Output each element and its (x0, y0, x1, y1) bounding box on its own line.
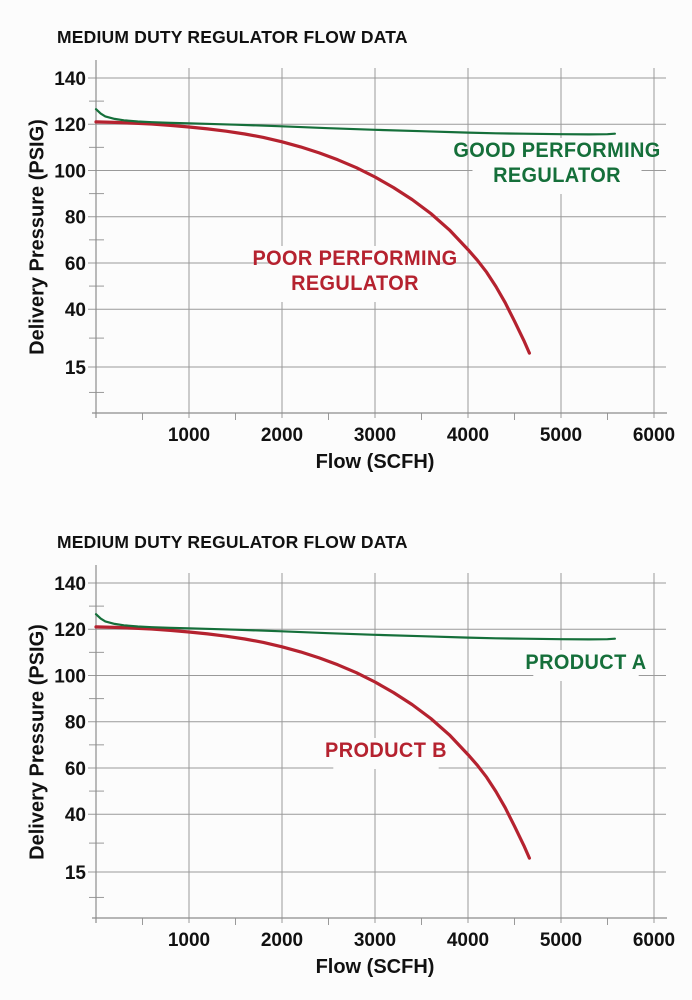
y-tick-label-100: 100 (54, 161, 86, 182)
chart-bottom: MEDIUM DUTY REGULATOR FLOW DATA Delivery… (0, 505, 692, 1000)
x-tick-label-3000: 3000 (354, 930, 396, 951)
y-tick-label-100: 100 (54, 666, 86, 687)
curve-good-performing-regulator (94, 108, 617, 136)
chart-top: MEDIUM DUTY REGULATOR FLOW DATA Delivery… (0, 0, 692, 495)
annotation-good-performing-regulator-line2: REGULATOR (493, 164, 621, 188)
x-tick-label-4000: 4000 (447, 425, 489, 446)
x-tick-label-1000: 1000 (168, 930, 210, 951)
chart-title: MEDIUM DUTY REGULATOR FLOW DATA (57, 532, 408, 552)
x-tick-label-5000: 5000 (540, 930, 582, 951)
annotation-backdrop (270, 246, 440, 302)
y-tick-label-140: 140 (54, 69, 86, 90)
curve-poor-performing-regulator (94, 120, 532, 355)
x-tick-label-3000: 3000 (354, 425, 396, 446)
chart-title: MEDIUM DUTY REGULATOR FLOW DATA (57, 27, 408, 47)
annotation-backdrop (333, 738, 439, 769)
plot-area: 140 120 100 80 60 40 15 1000 2000 3000 4000 5000 600… (54, 60, 675, 446)
y-tick-label-60: 60 (65, 759, 86, 780)
y-tick-label-60: 60 (65, 254, 86, 275)
y-tick-label-120: 120 (54, 620, 86, 641)
y-tick-label-120: 120 (54, 115, 86, 136)
annotation-product-a-line1: PRODUCT A (525, 651, 646, 675)
annotation-backdrop (472, 138, 642, 194)
x-axis-title: Flow (SCFH) (315, 956, 435, 978)
annotation-product-b-line1: PRODUCT B (325, 739, 447, 763)
curve-product-a (94, 613, 617, 641)
y-tick-label-40: 40 (65, 805, 86, 826)
y-tick-label-80: 80 (65, 208, 86, 229)
annotation-poor-performing-regulator-line1: POOR PERFORMING (252, 247, 457, 271)
y-tick-label-140: 140 (54, 574, 86, 595)
x-tick-label-1000: 1000 (168, 425, 210, 446)
y-tick-label-40: 40 (65, 300, 86, 321)
x-tick-label-6000: 6000 (633, 425, 675, 446)
curve-product-b (94, 625, 532, 860)
plot-area: 140 120 100 80 60 40 15 1000 2000 3000 4000 5000 600… (54, 565, 675, 951)
y-tick-label-15: 15 (65, 358, 87, 379)
y-tick-label-15: 15 (65, 863, 87, 884)
y-tick-label-80: 80 (65, 713, 86, 734)
x-tick-label-2000: 2000 (261, 930, 303, 951)
x-tick-label-2000: 2000 (261, 425, 303, 446)
x-tick-label-6000: 6000 (633, 930, 675, 951)
annotation-backdrop (533, 650, 639, 681)
annotation-poor-performing-regulator-line2: REGULATOR (291, 272, 419, 296)
x-tick-label-4000: 4000 (447, 930, 489, 951)
annotation-good-performing-regulator-line1: GOOD PERFORMING (453, 139, 660, 163)
x-axis-title: Flow (SCFH) (315, 451, 435, 473)
x-tick-label-5000: 5000 (540, 425, 582, 446)
